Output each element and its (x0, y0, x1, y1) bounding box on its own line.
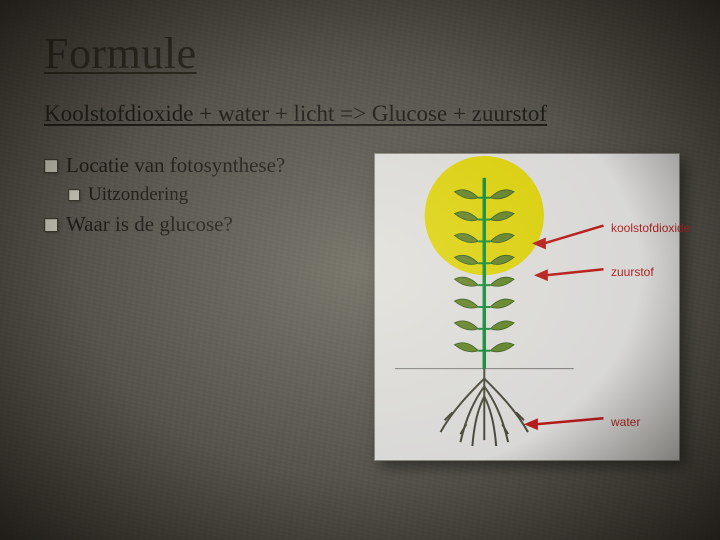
bullet-1-sub: Uitzondering (68, 184, 285, 206)
content-row: Locatie van fotosynthese? Uitzondering W… (44, 153, 680, 461)
diagram-arrows (524, 226, 603, 431)
bullet-column: Locatie van fotosynthese? Uitzondering W… (44, 153, 285, 243)
label-water: water (611, 415, 640, 429)
slide-content: Formule Koolstofdioxide + water + licht … (0, 0, 720, 540)
label-koolstofdioxide: koolstofdioxide (611, 221, 690, 235)
bullet-1: Locatie van fotosynthese? (44, 153, 285, 178)
bullet-2: Waar is de glucose? (44, 212, 285, 237)
plant-roots (441, 369, 528, 446)
label-zuurstof: zuurstof (611, 265, 654, 279)
bullet-1-text: Locatie van fotosynthese? (66, 153, 285, 178)
bullet-1-sub-text: Uitzondering (88, 184, 188, 206)
bullet-icon (44, 218, 58, 232)
bullet-icon (68, 189, 80, 201)
bullet-icon (44, 159, 58, 173)
bullet-2-text: Waar is de glucose? (66, 212, 233, 237)
slide-title: Formule (44, 28, 680, 79)
plant-diagram: koolstofdioxide zuurstof water (374, 153, 680, 461)
formula-line: Koolstofdioxide + water + licht => Gluco… (44, 101, 680, 127)
